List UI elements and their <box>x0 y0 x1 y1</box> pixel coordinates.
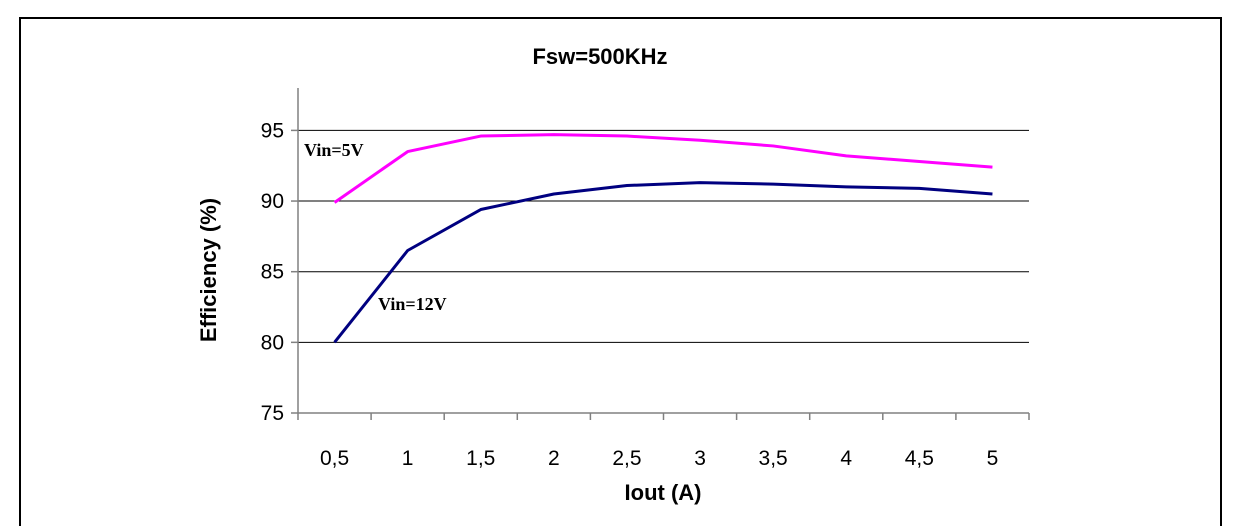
y-tick-label: 75 <box>261 402 284 425</box>
annotation-vin-5v: Vin=5V <box>304 140 364 160</box>
x-tick-label: 4,5 <box>905 447 934 470</box>
series-labels: Vin=5V Vin=12V <box>304 140 447 314</box>
x-tick-label: 4 <box>840 447 852 470</box>
x-tick-label: 5 <box>987 447 999 470</box>
series-lines <box>333 133 993 344</box>
x-tick-label: 2 <box>548 447 560 470</box>
y-tick-label: 90 <box>261 190 284 213</box>
x-tick-label: 2,5 <box>612 447 641 470</box>
y-tick-label: 95 <box>261 119 284 142</box>
annotation-vin-12v: Vin=12V <box>378 294 447 314</box>
x-tick-label: 3 <box>694 447 706 470</box>
y-axis-label: Efficiency (%) <box>196 198 221 342</box>
y-tick-label: 80 <box>261 331 284 354</box>
x-tick-label: 1,5 <box>466 447 495 470</box>
y-ticks: 75 80 85 90 95 <box>261 119 298 425</box>
x-tick-label: 0,5 <box>320 447 349 470</box>
x-tick-label: 3,5 <box>759 447 788 470</box>
grid-lines <box>298 129 1029 343</box>
chart-title: Fsw=500KHz <box>532 44 667 69</box>
series-line-vin-5v <box>333 133 993 204</box>
x-axis-label: Iout (A) <box>625 480 702 505</box>
x-ticks: 0,5 1 1,5 2 2,5 3 3,5 4 4,5 5 <box>297 413 1030 470</box>
x-tick-label: 1 <box>402 447 414 470</box>
y-tick-label: 85 <box>261 261 284 284</box>
figure-frame <box>19 17 1222 526</box>
series-line-vin-12v <box>333 181 993 344</box>
